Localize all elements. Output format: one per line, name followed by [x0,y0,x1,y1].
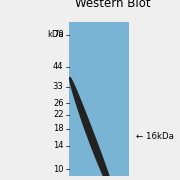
Text: 22: 22 [53,110,64,119]
Text: 10: 10 [53,165,64,174]
Text: kDa: kDa [47,30,64,39]
Polygon shape [70,78,114,180]
Text: 14: 14 [53,141,64,150]
Text: ← 16kDa: ← 16kDa [136,132,174,141]
Text: 44: 44 [53,62,64,71]
Text: 33: 33 [53,82,64,91]
Bar [69,22,129,176]
Text: 26: 26 [53,99,64,108]
Text: Western Blot: Western Blot [75,0,151,10]
Text: 70: 70 [53,30,64,39]
Text: 18: 18 [53,124,64,133]
